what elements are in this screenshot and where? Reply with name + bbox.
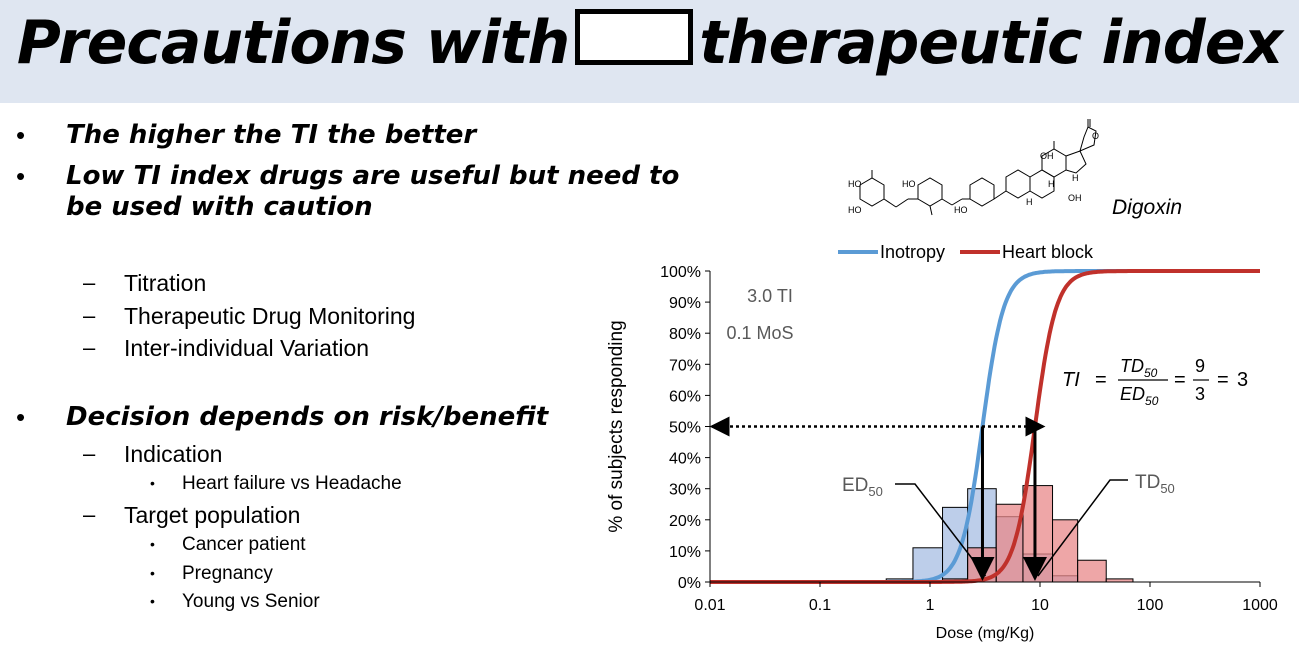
sub-item-titration: Titration [124,270,207,296]
dash-marker: – [83,502,96,527]
bullet-marker: • [16,120,26,150]
mos-label: 0.1 MoS [726,323,793,343]
atom-label: OH [1068,193,1082,203]
axes: 0% 10% 20% 30% 40% 50% 60% 70% 80% 90% 100% 0.01 0.1… [606,242,1278,642]
bullet-marker: • [150,475,155,491]
x-axis-label: Dose (mg/Kg) [936,625,1035,642]
y-tick-label: 30% [669,482,701,499]
histogram-bar [1077,559,1107,583]
bullet-marker: • [150,536,155,552]
formula-numerator: TD50 [1120,356,1158,380]
blank-box [575,9,694,65]
y-tick-label: 90% [669,295,701,312]
atom-label: O [1092,131,1099,141]
sub-item-variation: Inter-individual Variation [124,335,370,361]
dash-marker: – [83,270,96,295]
formula-equals: = [1095,369,1107,391]
digoxin-structure: HO HO HO HO O OH OH H H H [848,119,1099,216]
atom-label: H [1048,179,1055,189]
title-part-2: therapeutic index [699,8,1283,78]
atom-label: HO [848,179,862,189]
dash-marker: – [83,335,96,360]
td50-leader-line [1037,479,1128,577]
y-tick-label: 70% [669,357,701,374]
x-tick-label: 0.1 [809,597,831,614]
y-tick-label: 60% [669,388,701,405]
formula-den-value: 3 [1195,384,1205,404]
formula-equals: = [1217,369,1229,391]
slide-title: Precautions with therapeutic index [0,8,1299,78]
td50-subscript: 50 [1160,481,1174,496]
molecule-name: Digoxin [1112,196,1183,219]
ed50-label: ED50 [842,475,883,499]
bullet-marker: • [150,565,155,581]
sub-sub-item-age: Young vs Senior [182,591,320,612]
sub-sub-item-pregnancy: Pregnancy [182,563,273,584]
formula-lhs: TI [1062,369,1080,391]
legend-label: Inotropy [880,242,945,262]
y-axis-label: % of subjects responding [606,320,627,532]
legend: Inotropy Heart block [838,242,1094,262]
ed50-leader-line [895,483,987,577]
bullet-3: Decision depends on risk/benefit [66,402,549,432]
x-tick-label: 1000 [1242,597,1278,614]
sub-item-tdm: Therapeutic Drug Monitoring [124,303,416,329]
atom-label: HO [954,205,968,215]
sub-item-target-population: Target population [124,502,301,528]
y-tick-label: 40% [669,451,701,468]
x-tick-label: 0.01 [694,597,725,614]
bullet-2-line-1: Low TI index drugs are useful but need t… [66,161,680,191]
y-tick-label: 20% [669,513,701,530]
x-tick-label: 100 [1137,597,1164,614]
td50-label: TD50 [1135,472,1175,496]
dash-marker: – [83,303,96,328]
atom-label: H [1026,197,1033,207]
sub-item-indication: Indication [124,441,223,467]
ti-label: 3.0 TI [747,286,793,306]
formula-sub: 50 [1144,366,1158,380]
bullet-marker: • [150,593,155,609]
atom-label: HO [902,179,916,189]
bullet-2-line-2: be used with caution [66,192,373,222]
sub-sub-item-cancer: Cancer patient [182,534,306,555]
atom-label: OH [1040,151,1054,161]
histogram-layer [885,485,1134,583]
x-tick-label: 1 [926,597,935,614]
atom-label: HO [848,205,862,215]
dash-marker: – [83,441,96,466]
title-part-1: Precautions with [16,8,570,78]
sub-sub-item-heart-failure: Heart failure vs Headache [182,473,402,494]
formula-result: 3 [1237,369,1248,391]
formula-equals: = [1174,369,1186,391]
ed50-subscript: 50 [868,484,882,499]
legend-label: Heart block [1002,242,1094,262]
y-tick-label: 50% [669,420,701,437]
atom-label: H [1072,173,1079,183]
formula-sub: 50 [1145,394,1159,408]
y-tick-label: 100% [660,264,701,281]
y-tick-label: 10% [669,544,701,561]
formula-num-value: 9 [1195,356,1205,376]
histogram-bar [1022,485,1054,583]
y-tick-label: 80% [669,326,701,343]
x-tick-label: 10 [1031,597,1049,614]
formula-denominator: ED50 [1120,384,1159,408]
dose-response-chart: 0% 10% 20% 30% 40% 50% 60% 70% 80% 90% 100% 0.01 0.1… [606,242,1278,642]
bullet-1: The higher the TI the better [66,120,477,150]
bullet-marker: • [16,161,26,191]
y-tick-label: 0% [678,575,701,592]
bullet-marker: • [16,402,26,432]
